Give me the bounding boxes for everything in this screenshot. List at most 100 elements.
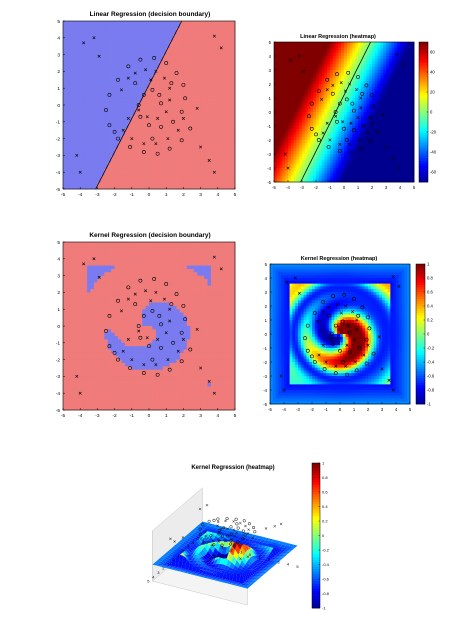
heat-cell xyxy=(186,118,191,123)
heat-cell xyxy=(366,170,370,174)
heat-cell xyxy=(210,121,215,126)
heat-cell xyxy=(107,105,112,109)
heat-cell xyxy=(231,88,236,92)
heat-cell xyxy=(193,178,198,183)
heat-cell xyxy=(332,148,336,152)
heat-cell xyxy=(186,175,191,180)
heat-cell xyxy=(402,47,406,51)
heat-cell xyxy=(313,100,317,104)
heat-cell xyxy=(383,156,387,160)
heat-cell xyxy=(352,128,356,132)
heat-cell xyxy=(402,151,406,155)
cross-point xyxy=(149,78,153,82)
heat-cell xyxy=(307,165,311,169)
heat-cell xyxy=(279,162,283,166)
heat-cell xyxy=(402,168,406,172)
heat-cell xyxy=(394,61,398,65)
heat-cell xyxy=(183,145,188,150)
heat-cell xyxy=(69,44,74,49)
heat-cell xyxy=(135,41,140,45)
heat-cell xyxy=(155,182,160,187)
heat-cell xyxy=(386,165,390,169)
heat-cell xyxy=(386,154,390,158)
heat-cell xyxy=(372,67,376,71)
heat-cell xyxy=(285,64,289,68)
heat-cell xyxy=(330,100,334,104)
heat-cell xyxy=(290,162,294,166)
heat-cell xyxy=(224,31,229,35)
heat-cell xyxy=(299,98,303,102)
heat-cell xyxy=(330,173,334,177)
heat-cell xyxy=(358,86,362,90)
heat-cell xyxy=(304,148,308,152)
heat-cell xyxy=(111,91,115,96)
x-tick-label: 2 xyxy=(182,192,185,198)
heat-cell xyxy=(76,138,81,143)
x-tick-label: -3 xyxy=(95,192,100,198)
heat-cell xyxy=(288,109,292,113)
heat-cell xyxy=(80,178,85,183)
heat-cell xyxy=(124,158,129,163)
heat-cell xyxy=(124,111,129,116)
heat-cell xyxy=(114,71,119,76)
heat-cell xyxy=(214,175,219,180)
heat-cell xyxy=(355,47,359,51)
heat-cell xyxy=(290,140,294,144)
heat-cell xyxy=(288,106,292,110)
heat-cell xyxy=(73,31,78,35)
heat-cell xyxy=(221,165,226,170)
heat-cell xyxy=(204,31,208,35)
heat-cell xyxy=(83,88,88,92)
heat-cell xyxy=(386,89,390,93)
heat-cell xyxy=(358,109,362,113)
heat-cell xyxy=(299,50,303,54)
heat-cell xyxy=(231,47,236,52)
heat-cell xyxy=(402,179,406,183)
heat-cell xyxy=(386,58,390,62)
heat-cell xyxy=(162,78,167,82)
heat-cell xyxy=(296,159,300,163)
heat-cell xyxy=(179,78,184,82)
heat-cell xyxy=(397,168,401,172)
heat-cell xyxy=(394,170,398,174)
heat-cell xyxy=(121,162,126,166)
heat-cell xyxy=(338,145,342,149)
heat-cell xyxy=(349,140,353,144)
heat-cell xyxy=(346,179,350,183)
heat-cell xyxy=(142,158,146,163)
heat-cell xyxy=(149,21,153,25)
heat-cell xyxy=(69,155,74,160)
heat-cell xyxy=(63,47,67,52)
heat-cell xyxy=(383,47,387,51)
heat-cell xyxy=(118,172,122,176)
heat-cell xyxy=(372,131,376,135)
heat-cell xyxy=(173,128,177,133)
heat-cell xyxy=(173,94,177,99)
heat-cell xyxy=(358,142,362,146)
heat-cell xyxy=(80,24,85,29)
heat-cell xyxy=(276,134,280,138)
heat-cell xyxy=(193,175,198,180)
heat-cell xyxy=(363,140,367,144)
heat-cell xyxy=(374,126,378,130)
heat-cell xyxy=(149,178,153,183)
heat-cell xyxy=(155,64,160,69)
heat-cell xyxy=(135,47,140,52)
heat-cell xyxy=(290,78,294,82)
heat-cell xyxy=(159,125,164,129)
heat-cell xyxy=(330,114,334,118)
heat-cell xyxy=(200,128,205,133)
heat-cell xyxy=(169,162,174,166)
heat-cell xyxy=(344,100,348,104)
heat-cell xyxy=(128,185,133,190)
heat-cell xyxy=(363,173,367,177)
heat-cell xyxy=(80,168,85,173)
heat-cell xyxy=(391,75,395,79)
heat-cell xyxy=(327,120,331,124)
heat-cell xyxy=(349,176,353,180)
heat-cell xyxy=(83,121,88,126)
heat-cell xyxy=(210,185,215,190)
heat-cell xyxy=(344,145,348,149)
heat-cell xyxy=(200,98,205,103)
heat-cell xyxy=(302,75,306,79)
